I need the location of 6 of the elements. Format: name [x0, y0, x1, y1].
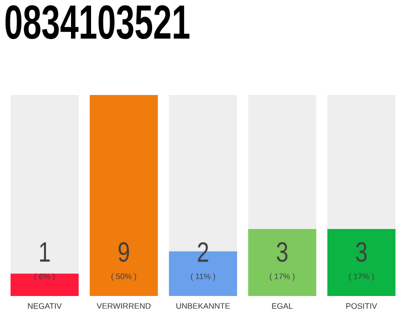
data-label: 1: [40, 242, 50, 262]
bar: [10, 274, 79, 296]
data-label: 9: [118, 242, 129, 262]
chart-title: 0834103521: [6, 5, 190, 40]
data-label: 3: [356, 242, 367, 262]
data-label: 3: [276, 242, 288, 262]
